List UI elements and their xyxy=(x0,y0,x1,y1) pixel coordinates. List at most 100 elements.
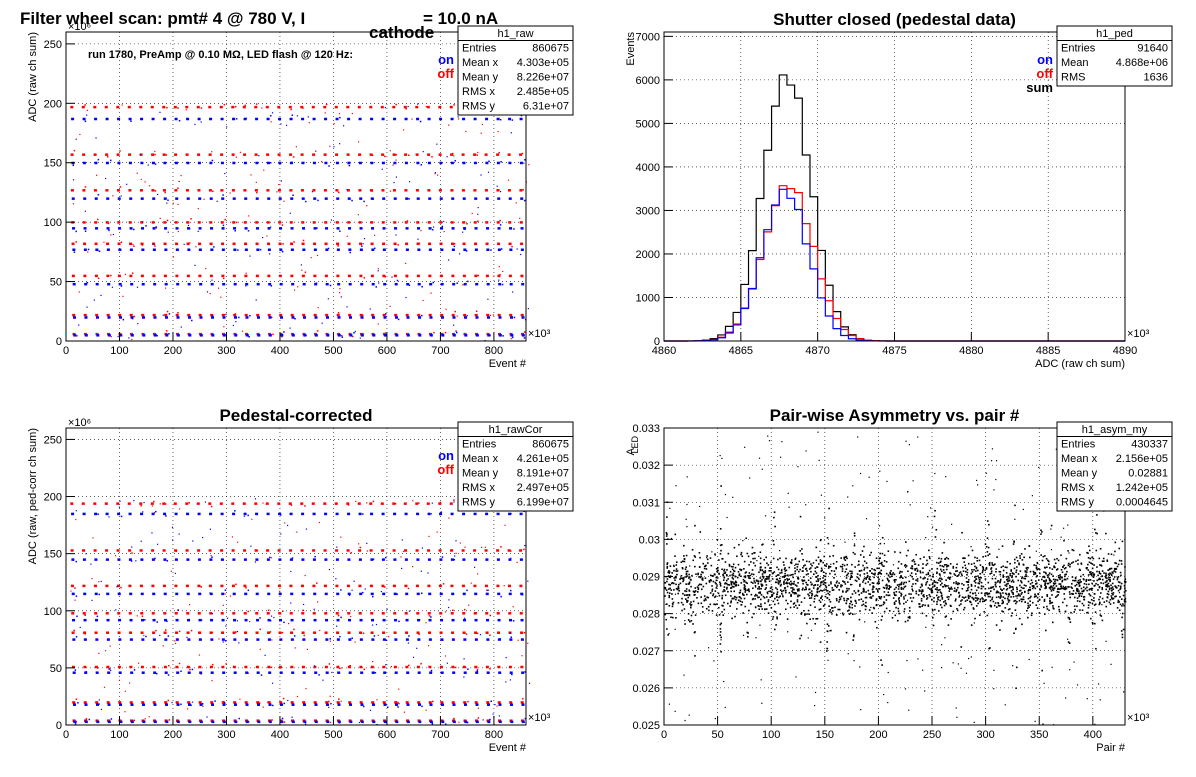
scatter-point-on xyxy=(153,248,156,251)
stats-label: Mean x xyxy=(462,57,499,69)
scatter-point-off xyxy=(209,189,212,192)
scatter-point xyxy=(826,650,828,652)
scatter-point-on xyxy=(428,593,431,596)
scatter-point-off xyxy=(522,276,524,278)
scatter-point-on xyxy=(395,316,398,319)
scatter-point-on xyxy=(168,674,170,676)
scatter-point-off xyxy=(381,153,384,156)
scatter-point-on xyxy=(200,334,203,337)
scatter-point xyxy=(961,573,963,575)
scatter-point-off xyxy=(374,235,375,236)
scatter-point-on xyxy=(322,323,323,324)
scatter-point-on xyxy=(406,638,409,641)
scatter-point xyxy=(919,606,921,608)
scatter-point xyxy=(963,597,965,599)
scatter-point xyxy=(677,593,679,595)
scatter-point-on xyxy=(337,638,340,641)
scatter-point-off xyxy=(405,263,406,264)
scatter-point-on xyxy=(498,619,501,622)
scatter-point xyxy=(927,578,929,580)
scatter-point-on xyxy=(261,674,263,676)
scatter-point xyxy=(947,585,949,587)
scatter-point-on xyxy=(278,118,281,121)
scatter-point-off xyxy=(199,654,200,655)
scatter-point-off xyxy=(443,583,445,585)
scatter-point xyxy=(702,611,704,613)
scatter-point xyxy=(888,550,890,552)
scatter-point-on xyxy=(393,162,396,165)
scatter-point xyxy=(836,600,838,602)
scatter-point-on xyxy=(315,316,318,319)
scatter-point xyxy=(1109,587,1111,589)
scatter-point-on xyxy=(119,507,120,508)
scatter-point-on xyxy=(340,617,342,619)
scatter-point-on xyxy=(280,721,283,724)
scatter-point xyxy=(671,572,673,574)
scatter-point xyxy=(705,598,707,600)
scatter-point-off xyxy=(209,549,212,552)
scatter-point xyxy=(1000,574,1002,576)
scatter-point xyxy=(1109,602,1111,604)
scatter-point xyxy=(748,591,750,593)
scatter-point xyxy=(919,590,921,592)
scatter-point xyxy=(1088,579,1090,581)
scatter-point-on xyxy=(502,284,504,286)
scatter-point-off xyxy=(301,153,304,156)
scatter-point-on xyxy=(258,155,259,156)
scatter-point xyxy=(764,597,766,599)
scatter-point-on xyxy=(211,334,214,337)
scatter-point xyxy=(879,605,881,607)
scatter-point xyxy=(777,599,779,601)
scatter-point-off xyxy=(428,275,431,278)
scatter-point xyxy=(1114,568,1116,570)
scatter-point-on xyxy=(76,510,77,511)
scatter-point-on xyxy=(255,162,258,165)
scatter-point-off xyxy=(278,585,281,588)
scatter-point-on xyxy=(77,702,79,704)
scatter-point xyxy=(829,556,831,558)
scatter-point-on xyxy=(440,593,443,596)
scatter-point-off xyxy=(497,631,500,634)
scatter-point-off xyxy=(279,314,282,317)
scatter-point-off xyxy=(416,153,419,156)
scatter-point-on xyxy=(324,558,327,561)
scatter-point xyxy=(1109,579,1111,581)
scatter-point-on xyxy=(383,671,386,674)
scatter-point-off xyxy=(179,631,181,633)
scatter-point-off xyxy=(79,134,80,135)
scatter-point-off xyxy=(244,221,247,224)
scatter-point xyxy=(720,631,722,633)
scatter-point-off xyxy=(312,106,315,109)
scatter-point-on xyxy=(267,197,270,200)
scatter-point xyxy=(1025,574,1027,576)
scatter-point-off xyxy=(210,275,213,278)
scatter-point xyxy=(935,588,937,590)
scatter-point-off xyxy=(74,587,76,589)
scatter-point-off xyxy=(325,631,328,634)
scatter-point xyxy=(1058,606,1060,608)
scatter-point-on xyxy=(245,671,248,674)
scatter-point xyxy=(850,573,852,575)
scatter-point xyxy=(941,570,943,572)
scatter-point xyxy=(702,606,704,608)
scatter-point xyxy=(974,592,976,594)
scatter-point xyxy=(1114,562,1116,564)
scatter-point-on xyxy=(245,638,248,641)
scatter-point xyxy=(690,601,692,603)
scatter-point xyxy=(956,608,958,610)
scatter-point-on xyxy=(405,197,408,200)
scatter-point-off xyxy=(276,191,277,192)
scatter-point-on xyxy=(84,619,87,622)
scatter-point xyxy=(1122,541,1124,543)
scatter-point-on xyxy=(406,619,409,622)
scatter-point-off xyxy=(223,326,224,327)
scatter-point-off xyxy=(451,243,454,246)
scatter-point xyxy=(1041,596,1043,598)
scatter-point-off xyxy=(203,199,204,200)
scatter-point-off xyxy=(468,605,469,606)
scatter-point-on xyxy=(329,569,330,570)
scatter-point xyxy=(759,577,761,579)
x-tick-label: 400 xyxy=(271,345,289,357)
scatter-point-on xyxy=(347,162,350,165)
scatter-point xyxy=(1017,560,1019,562)
